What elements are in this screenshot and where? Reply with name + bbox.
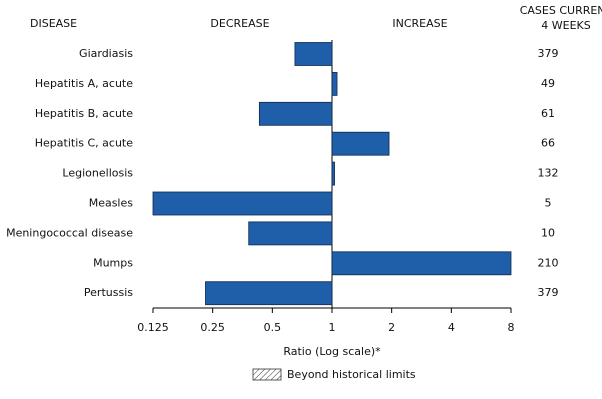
x-tick-label: 8: [508, 321, 515, 334]
cases-value: 49: [541, 77, 555, 90]
bar: [258, 101, 333, 126]
category-label: Pertussis: [84, 286, 133, 299]
cases-value: 379: [538, 286, 559, 299]
legend-swatch: [252, 368, 282, 381]
disease-header: DISEASE: [30, 17, 77, 30]
cases-value: 66: [541, 137, 555, 150]
x-tick-label: 4: [448, 321, 455, 334]
x-tick-label: 0.25: [200, 321, 225, 334]
bar: [294, 42, 333, 66]
category-label: Giardiasis: [79, 47, 133, 60]
legend-label: Beyond historical limits: [287, 368, 416, 381]
category-label: Hepatitis A, acute: [35, 77, 133, 90]
category-label: Legionellosis: [62, 167, 133, 180]
bar: [331, 161, 335, 186]
cases-value: 210: [538, 256, 559, 269]
category-label: Hepatitis C, acute: [35, 137, 133, 150]
x-tick-label: 0.5: [264, 321, 282, 334]
category-label: Mumps: [93, 256, 133, 269]
bar: [205, 281, 333, 306]
cases-value: 61: [541, 107, 555, 120]
x-axis-label: Ratio (Log scale)*: [283, 345, 381, 358]
cases-header: 4 WEEKS: [541, 19, 590, 32]
increase-header: INCREASE: [392, 17, 447, 30]
bar: [331, 131, 390, 156]
bar: [331, 72, 338, 96]
cases-value: 379: [538, 47, 559, 60]
bar: [152, 191, 333, 216]
x-tick-label: 1: [329, 321, 336, 334]
cases-value: 132: [538, 167, 559, 180]
bar: [331, 251, 512, 276]
category-label: Hepatitis B, acute: [35, 107, 133, 120]
x-tick-label: 0.125: [137, 321, 169, 334]
decrease-header: DECREASE: [210, 17, 269, 30]
cases-value: 5: [545, 197, 552, 210]
cases-value: 10: [541, 226, 555, 239]
cases-header: CASES CURRENT: [520, 4, 602, 17]
bar: [248, 221, 333, 246]
category-label: Measles: [89, 197, 134, 210]
category-label: Meningococcal disease: [6, 226, 133, 239]
x-tick-label: 2: [388, 321, 395, 334]
